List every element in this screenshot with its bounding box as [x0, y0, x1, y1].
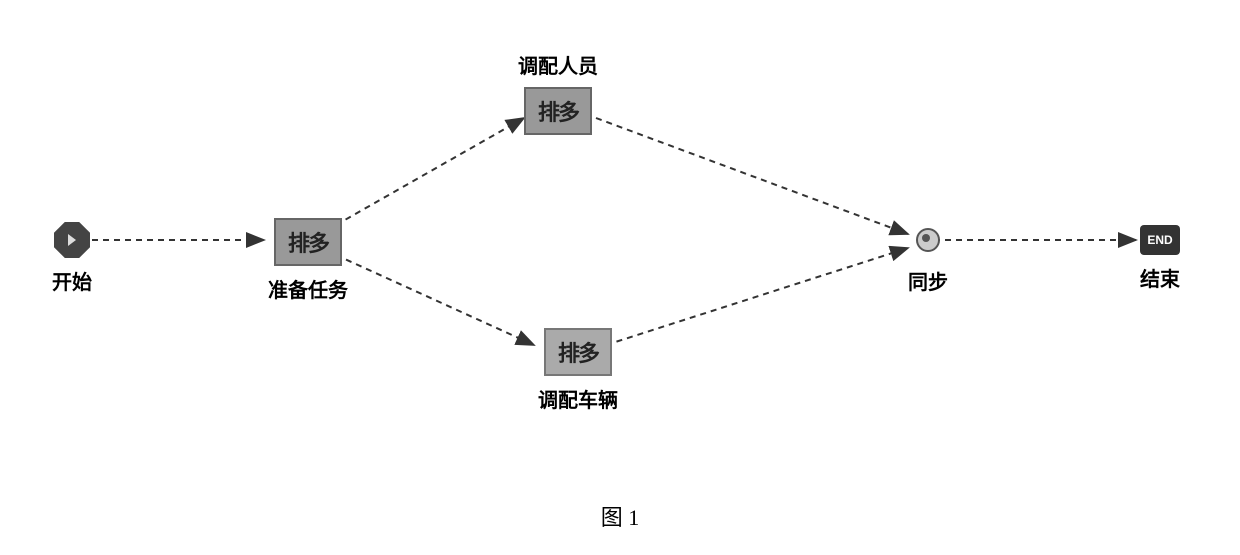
edge-personnel-sync [596, 118, 908, 234]
edge-vehicle-sync [606, 248, 908, 345]
edge-prepare-personnel [336, 118, 524, 225]
personnel-task-box: 排多 [524, 87, 592, 135]
node-start: 开始 [52, 222, 92, 295]
node-sync: 同步 [908, 228, 948, 295]
node-vehicle: 排多 调配车辆 [538, 328, 618, 413]
personnel-label: 调配人员 [518, 50, 598, 79]
vehicle-task-box: 排多 [544, 328, 612, 376]
end-text: END [1147, 233, 1172, 247]
vehicle-task-icon: 排多 [558, 336, 598, 368]
prepare-task-icon: 排多 [288, 226, 328, 258]
personnel-task-icon: 排多 [538, 95, 578, 127]
sync-icon [916, 228, 940, 252]
node-end: END 结束 [1140, 225, 1180, 292]
end-label: 结束 [1140, 263, 1180, 292]
node-prepare-task: 排多 准备任务 [268, 218, 348, 303]
prepare-task-box: 排多 [274, 218, 342, 266]
edge-prepare-vehicle [336, 255, 534, 345]
prepare-label: 准备任务 [268, 274, 348, 303]
start-icon [54, 222, 90, 258]
end-icon: END [1140, 225, 1180, 255]
figure-caption: 图 1 [601, 500, 640, 532]
start-label: 开始 [52, 266, 92, 295]
node-personnel: 调配人员 排多 [518, 50, 598, 135]
sync-label: 同步 [908, 266, 948, 295]
flowchart-edges [0, 0, 1240, 555]
vehicle-label: 调配车辆 [538, 384, 618, 413]
